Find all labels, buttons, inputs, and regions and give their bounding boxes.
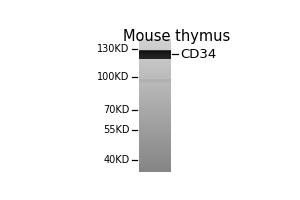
Bar xyxy=(139,154,171,156)
Bar xyxy=(139,51,171,56)
Bar xyxy=(139,53,171,59)
Bar xyxy=(139,130,171,131)
Bar xyxy=(139,82,171,83)
Text: 70KD: 70KD xyxy=(103,105,130,115)
Bar xyxy=(139,79,171,82)
Text: 55KD: 55KD xyxy=(103,125,130,135)
Text: Mouse thymus: Mouse thymus xyxy=(123,29,231,44)
Text: 100KD: 100KD xyxy=(98,72,130,82)
Bar xyxy=(139,50,171,59)
Bar xyxy=(139,51,171,58)
Text: CD34: CD34 xyxy=(180,48,216,61)
Bar xyxy=(139,109,171,111)
Bar xyxy=(139,55,171,58)
Bar xyxy=(139,146,171,148)
Text: 40KD: 40KD xyxy=(103,155,130,165)
Text: 130KD: 130KD xyxy=(98,44,130,54)
